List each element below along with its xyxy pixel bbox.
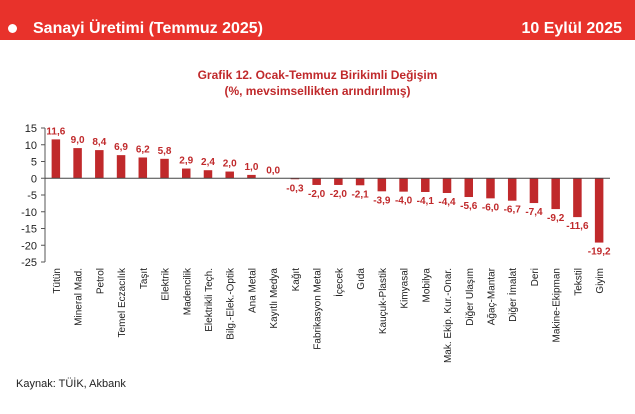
bar xyxy=(355,178,365,186)
category-label: Mak. Ekip. Kur.-Onar. xyxy=(443,268,454,363)
data-label: -11,6 xyxy=(566,221,589,232)
data-label: -9,2 xyxy=(547,213,565,224)
bar xyxy=(421,178,430,192)
category-label: Gıda xyxy=(356,268,367,290)
source-note: Kaynak: TÜİK, Akbank xyxy=(16,378,126,390)
data-label: -19,2 xyxy=(588,247,611,258)
bar xyxy=(551,178,560,210)
category-label: Giyim xyxy=(595,268,606,294)
category-label: Kağıt xyxy=(291,268,302,292)
bar xyxy=(312,178,321,185)
bar xyxy=(225,171,234,179)
y-tick-label: -15 xyxy=(21,224,37,236)
data-label: 6,2 xyxy=(136,144,150,155)
category-label: Temel Eczacılık xyxy=(117,267,128,337)
data-label: -6,0 xyxy=(482,202,500,213)
category-label: Taşıt xyxy=(139,268,150,289)
category-label: Ana Metal xyxy=(247,268,258,313)
data-label: -2,0 xyxy=(330,189,348,200)
chart-title: Grafik 12. Ocak-Temmuz Birikimli Değişim xyxy=(197,68,438,82)
bar xyxy=(290,178,300,180)
category-label: Madencilik xyxy=(182,267,193,315)
bar xyxy=(73,148,82,179)
bar xyxy=(442,178,452,193)
data-label: -4,4 xyxy=(438,197,456,208)
bar xyxy=(51,139,61,179)
bar xyxy=(573,178,582,218)
bar xyxy=(160,158,169,179)
category-label: Mobilya xyxy=(421,268,432,303)
data-label: -2,0 xyxy=(308,189,326,200)
bar xyxy=(95,150,104,179)
category-label: Tekstil xyxy=(573,268,584,296)
data-label: -5,6 xyxy=(460,201,478,212)
category-label: Deri xyxy=(530,268,541,286)
data-label: -4,0 xyxy=(395,196,413,207)
bar xyxy=(399,178,408,192)
data-label: 1,0 xyxy=(244,162,258,173)
category-label: Kauçuk-Plastik xyxy=(378,267,389,334)
bar xyxy=(138,157,148,179)
bullet-dot-icon xyxy=(8,24,17,33)
data-label: 2,4 xyxy=(201,157,215,168)
bar xyxy=(464,178,473,198)
y-tick-label: -5 xyxy=(27,190,37,202)
category-label: Fabrikasyon Metal xyxy=(313,268,324,350)
data-label: -6,7 xyxy=(504,205,522,216)
category-label: Kimyasal xyxy=(400,268,411,309)
bar xyxy=(247,174,256,179)
category-label: Petrol xyxy=(95,268,106,294)
data-label: 0,0 xyxy=(266,165,280,176)
bar xyxy=(529,178,539,204)
data-label: -7,4 xyxy=(525,207,543,218)
report-date: 10 Eylül 2025 xyxy=(521,20,622,37)
category-label: Ağaç-Mantar xyxy=(486,267,497,325)
data-label: 8,4 xyxy=(92,137,106,148)
data-label: 2,9 xyxy=(179,156,193,167)
bar xyxy=(334,178,343,185)
data-label: 9,0 xyxy=(71,135,85,146)
y-tick-label: -20 xyxy=(21,240,37,252)
data-label: 6,9 xyxy=(114,142,128,153)
y-tick-label: -10 xyxy=(21,207,37,219)
bar xyxy=(116,155,126,179)
data-label: 5,8 xyxy=(158,146,172,157)
bar xyxy=(486,178,495,199)
bar xyxy=(203,170,213,179)
bar xyxy=(377,178,387,192)
category-label: Makine-Ekipman xyxy=(552,268,563,342)
category-label: Diğer Ulaşım xyxy=(465,268,476,326)
chart-subtitle: (%, mevsimsellikten arındırılmış) xyxy=(224,84,411,98)
category-label: Tütün xyxy=(52,268,63,294)
y-tick-label: 5 xyxy=(31,157,37,169)
category-label: Kayıtlı Medya xyxy=(269,268,280,329)
category-label: Bilg.-Elek.-Optik xyxy=(226,267,237,340)
y-tick-label: 15 xyxy=(25,123,37,135)
data-label: -3,9 xyxy=(373,195,391,206)
bar xyxy=(507,178,517,201)
y-tick-label: -25 xyxy=(21,257,37,269)
bar xyxy=(182,168,191,179)
data-label: -4,1 xyxy=(417,196,435,207)
category-label: Elektrikli Teçh. xyxy=(204,268,215,332)
category-label: İçecek xyxy=(332,267,345,297)
category-label: Diğer İmalat xyxy=(506,268,519,322)
header-banner: Sanayi Üretimi (Temmuz 2025) 10 Eylül 20… xyxy=(0,0,635,40)
page-title: Sanayi Üretimi (Temmuz 2025) xyxy=(33,20,264,37)
category-label: Elektrik xyxy=(161,267,172,301)
data-label: -0,3 xyxy=(286,183,304,194)
data-label: 11,6 xyxy=(46,126,65,137)
y-tick-label: 0 xyxy=(31,173,37,185)
y-tick-label: 10 xyxy=(25,140,37,152)
category-label: Mineral Mad. xyxy=(74,268,85,326)
data-label: 2,0 xyxy=(223,159,237,170)
data-label: -2,1 xyxy=(351,189,369,200)
bar xyxy=(594,178,604,243)
